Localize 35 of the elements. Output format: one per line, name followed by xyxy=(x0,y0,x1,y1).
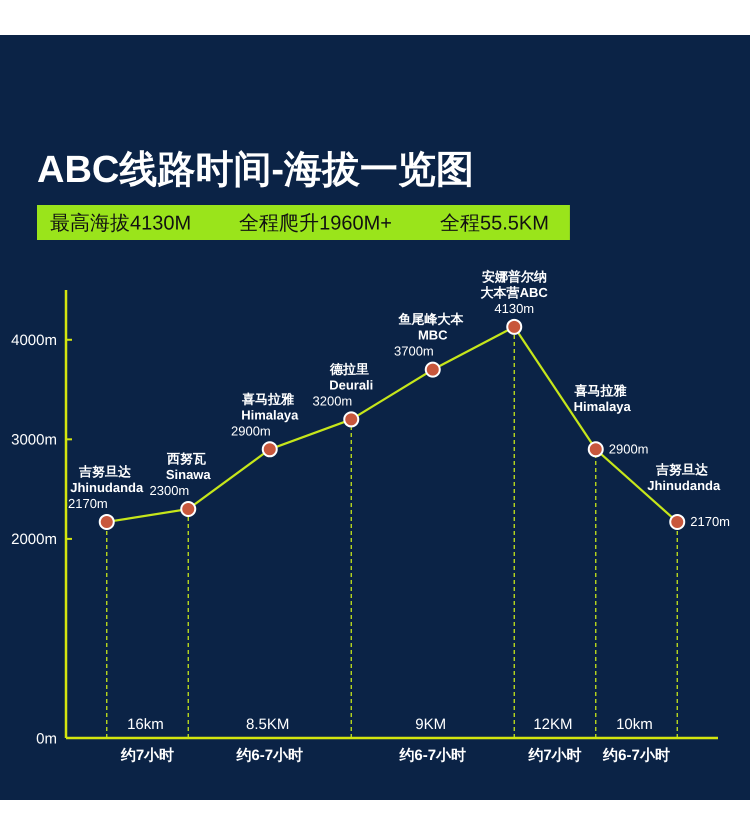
data-label: 4130m xyxy=(494,300,534,316)
annotation: 喜马拉雅 Himalaya xyxy=(240,391,300,422)
data-label: 2900m xyxy=(608,441,648,456)
text: 最高海拔4130M 全程爬升1960M+ 全程55.5KM xyxy=(50,212,549,234)
data-label: 2170m xyxy=(690,514,730,529)
annotation: 德拉里 Deurali xyxy=(328,361,374,392)
annotation: 16km 约7小时 xyxy=(120,716,174,764)
y-tick-label: 3000m xyxy=(11,432,57,449)
annotation: 吉努旦达 Jhinudanda xyxy=(70,464,144,495)
y-tick-label: 4000m xyxy=(11,332,57,350)
annotation: 8.5KM 约6-7小时 xyxy=(235,716,304,764)
point xyxy=(506,318,522,335)
chart-title: ABC线路时间-海拔一览图 xyxy=(37,149,474,191)
data-label: 3700m xyxy=(394,344,434,359)
point xyxy=(262,441,278,458)
annotation: 鱼尾峰大本 MBC xyxy=(397,312,464,343)
data-label: 2900m xyxy=(231,423,271,438)
point xyxy=(180,501,196,518)
y-tick-label: 0m xyxy=(36,730,57,748)
data-label: 2170m xyxy=(68,496,108,511)
data-label: 2300m xyxy=(150,483,190,498)
point xyxy=(424,362,441,378)
data-label: 3200m xyxy=(312,393,352,408)
point xyxy=(98,514,115,530)
annotation: 西努瓦 Sinawa xyxy=(166,451,212,482)
annotation: 喜马拉雅 Himalaya xyxy=(573,383,632,414)
y-tick-label: 2000m xyxy=(11,531,57,548)
point xyxy=(343,411,360,428)
point xyxy=(588,441,604,458)
annotation: 12KM 约7小时 xyxy=(527,716,582,764)
annotation: 10km 约6-7小时 xyxy=(602,716,670,764)
annotation: 吉努旦达 Jhinudanda xyxy=(647,462,721,494)
point xyxy=(669,514,686,530)
annotation: 安娜普尔纳大本营ABC xyxy=(480,268,548,300)
annotation: 9KM 约6-7小时 xyxy=(398,716,466,764)
